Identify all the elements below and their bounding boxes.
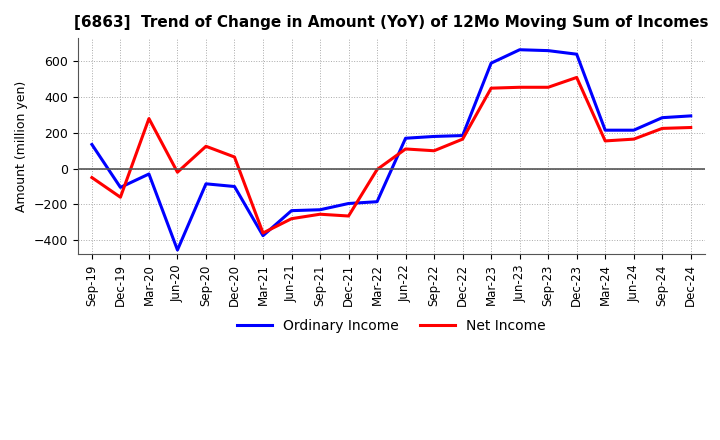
Ordinary Income xyxy=(202,181,210,187)
Net Income xyxy=(658,126,667,131)
Ordinary Income xyxy=(487,61,495,66)
Ordinary Income xyxy=(459,133,467,138)
Ordinary Income xyxy=(629,128,638,133)
Net Income xyxy=(202,143,210,149)
Ordinary Income xyxy=(230,184,239,189)
Net Income xyxy=(516,84,524,90)
Ordinary Income xyxy=(287,208,296,213)
Net Income xyxy=(629,136,638,142)
Net Income xyxy=(572,75,581,80)
Ordinary Income xyxy=(173,247,181,253)
Net Income xyxy=(258,231,267,236)
Net Income xyxy=(287,216,296,221)
Ordinary Income xyxy=(344,201,353,206)
Ordinary Income xyxy=(401,136,410,141)
Line: Ordinary Income: Ordinary Income xyxy=(92,50,690,250)
Ordinary Income xyxy=(658,115,667,120)
Ordinary Income xyxy=(544,48,552,53)
Net Income xyxy=(459,136,467,142)
Ordinary Income xyxy=(601,128,610,133)
Ordinary Income xyxy=(572,51,581,57)
Legend: Ordinary Income, Net Income: Ordinary Income, Net Income xyxy=(232,313,551,338)
Ordinary Income xyxy=(145,171,153,176)
Line: Net Income: Net Income xyxy=(92,77,690,233)
Ordinary Income xyxy=(315,207,324,213)
Net Income xyxy=(173,169,181,175)
Net Income xyxy=(544,84,552,90)
Ordinary Income xyxy=(116,185,125,190)
Net Income xyxy=(315,212,324,217)
Net Income xyxy=(430,148,438,154)
Net Income xyxy=(401,147,410,152)
Net Income xyxy=(487,85,495,91)
Ordinary Income xyxy=(686,113,695,118)
Net Income xyxy=(230,154,239,160)
Ordinary Income xyxy=(516,47,524,52)
Y-axis label: Amount (million yen): Amount (million yen) xyxy=(15,81,28,212)
Net Income xyxy=(145,116,153,121)
Net Income xyxy=(686,125,695,130)
Title: [6863]  Trend of Change in Amount (YoY) of 12Mo Moving Sum of Incomes: [6863] Trend of Change in Amount (YoY) o… xyxy=(74,15,708,30)
Net Income xyxy=(373,167,382,172)
Ordinary Income xyxy=(373,199,382,204)
Net Income xyxy=(88,175,96,180)
Ordinary Income xyxy=(258,233,267,238)
Net Income xyxy=(601,138,610,143)
Ordinary Income xyxy=(88,142,96,147)
Net Income xyxy=(116,194,125,200)
Net Income xyxy=(344,213,353,219)
Ordinary Income xyxy=(430,134,438,139)
